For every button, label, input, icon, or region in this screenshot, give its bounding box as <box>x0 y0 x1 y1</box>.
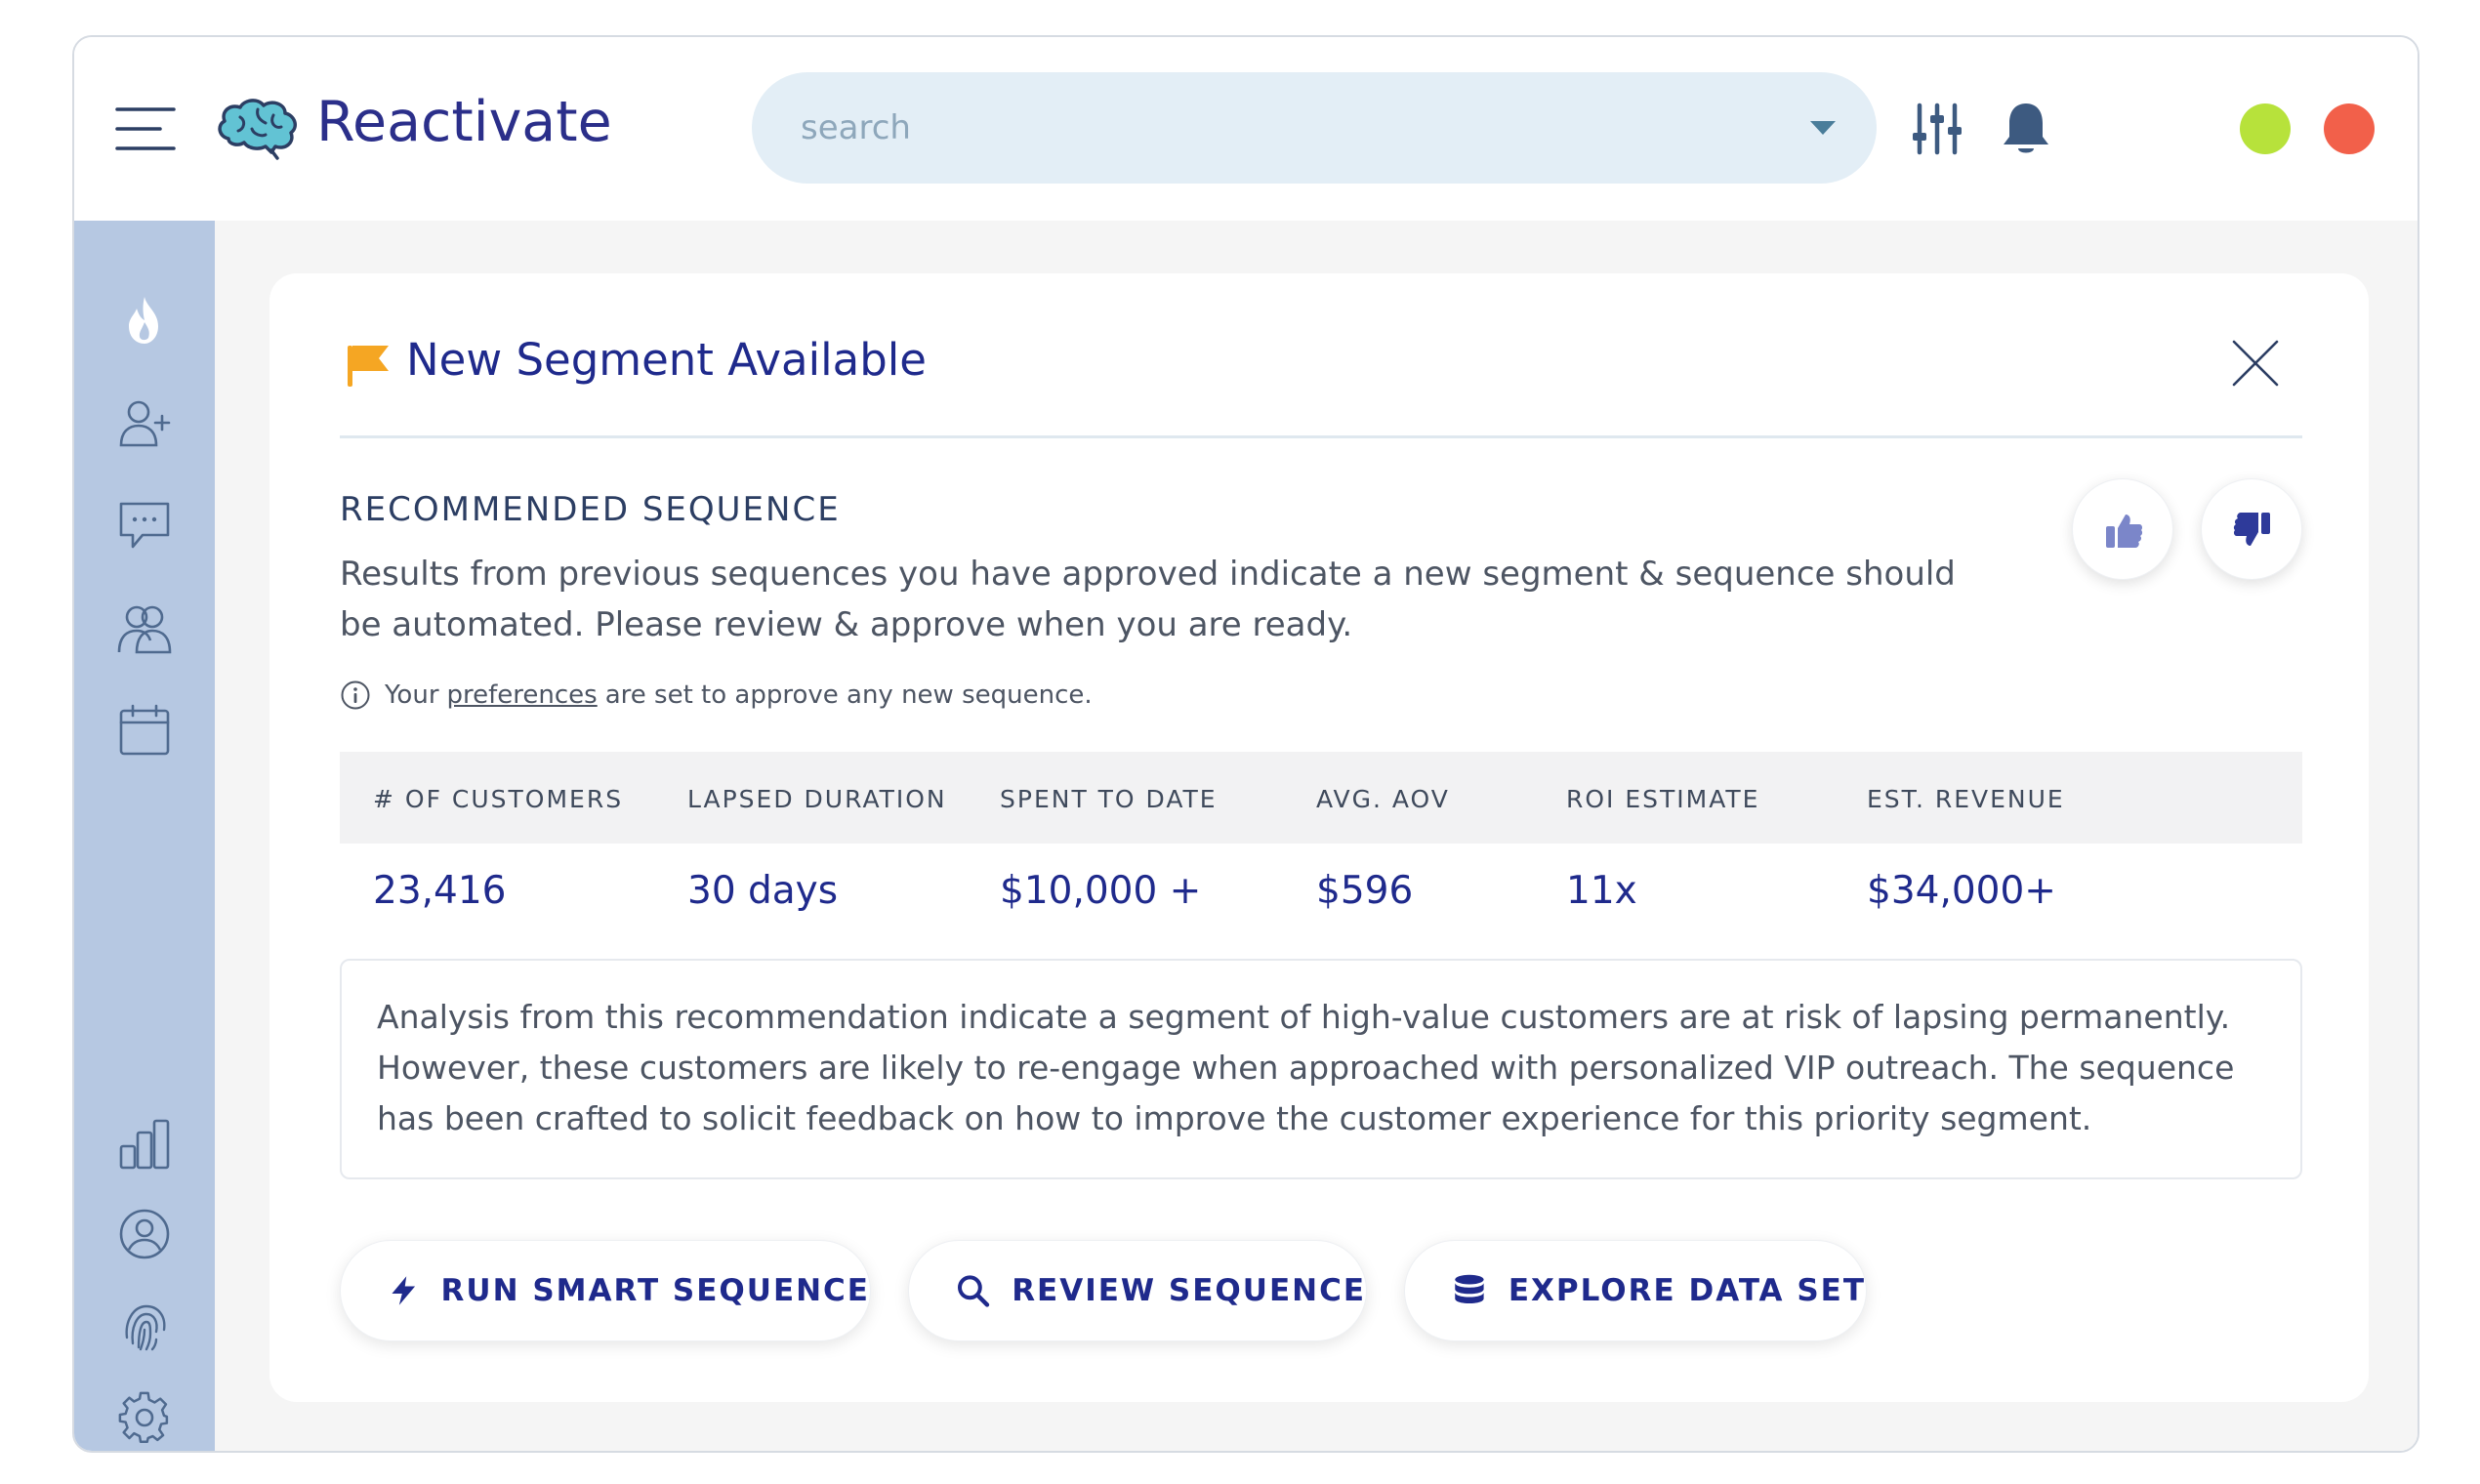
fingerprint-icon[interactable] <box>117 1298 172 1353</box>
calendar-icon[interactable] <box>117 703 172 758</box>
thumbs-up-button[interactable] <box>2072 478 2173 580</box>
chat-icon[interactable] <box>117 498 172 553</box>
thumbs-up-icon <box>2106 515 2143 548</box>
explore-data-set-label: EXPLORE DATA SET <box>1508 1273 1866 1308</box>
stat-label: SPENT TO DATE <box>1000 785 1218 813</box>
brand-name: Reactivate <box>316 90 612 154</box>
analysis-text: Analysis from this recommendation indica… <box>377 998 2235 1137</box>
analysis-box: Analysis from this recommendation indica… <box>340 959 2302 1179</box>
stat-label: # OF CUSTOMERS <box>373 785 624 813</box>
stat-label: EST. REVENUE <box>1867 785 2065 813</box>
run-smart-sequence-label: RUN SMART SEQUENCE <box>440 1273 870 1308</box>
preferences-link[interactable]: preferences <box>446 680 598 710</box>
title-divider <box>340 435 2302 438</box>
brain-icon <box>218 99 297 160</box>
thumbs-down-icon <box>2233 513 2270 546</box>
stats-header: # OF CUSTOMERS LAPSED DURATION SPENT TO … <box>340 752 2302 844</box>
review-sequence-label: REVIEW SEQUENCE <box>1012 1273 1366 1308</box>
stat-label: ROI ESTIMATE <box>1566 785 1760 813</box>
bar-chart-icon[interactable] <box>117 1117 172 1172</box>
users-icon[interactable] <box>117 601 172 656</box>
stat-label: LAPSED DURATION <box>687 785 947 813</box>
caret-down-icon[interactable] <box>1808 117 1838 139</box>
stat-label: AVG. AOV <box>1316 785 1450 813</box>
stat-value-spent: $10,000 + <box>1000 869 1202 913</box>
thumbs-down-button[interactable] <box>2201 478 2302 580</box>
stat-value-revenue: $34,000+ <box>1867 869 2056 913</box>
search-input[interactable] <box>801 72 1777 184</box>
card-title: New Segment Available <box>406 334 927 386</box>
preferences-suffix: are set to approve any new sequence. <box>604 680 1093 710</box>
top-bar: Reactivate <box>74 37 2418 221</box>
hamburger-icon[interactable] <box>115 103 176 154</box>
review-sequence-button[interactable]: REVIEW SEQUENCE <box>908 1240 1367 1341</box>
close-icon[interactable] <box>2230 338 2281 389</box>
preferences-note: Your preferences are set to approve any … <box>340 678 1093 713</box>
stat-value-roi: 11x <box>1566 869 1637 913</box>
info-icon <box>341 680 370 710</box>
run-smart-sequence-button[interactable]: RUN SMART SEQUENCE <box>340 1240 871 1341</box>
sidebar <box>74 221 215 1451</box>
flag-icon <box>348 346 389 387</box>
status-dot-green <box>2240 103 2291 154</box>
explore-data-set-button[interactable]: EXPLORE DATA SET <box>1404 1240 1867 1341</box>
stat-value-customers: 23,416 <box>373 869 507 913</box>
sliders-icon[interactable] <box>1910 102 1964 156</box>
profile-icon[interactable] <box>117 1207 172 1261</box>
main-content: New Segment Available RECOMMENDED SEQUEN… <box>215 221 2418 1451</box>
bell-icon[interactable] <box>2000 100 2052 158</box>
settings-icon[interactable] <box>117 1390 172 1445</box>
preferences-prefix: Your <box>385 680 439 710</box>
card-description: Results from previous sequences you have… <box>340 555 1956 644</box>
add-user-icon[interactable] <box>117 396 172 451</box>
search-bar[interactable] <box>752 72 1877 184</box>
stat-value-aov: $596 <box>1316 869 1414 913</box>
status-dot-red <box>2324 103 2375 154</box>
section-label: RECOMMENDED SEQUENCE <box>340 490 841 529</box>
flame-icon[interactable] <box>117 293 172 348</box>
stat-value-lapsed: 30 days <box>687 869 839 913</box>
search-icon <box>957 1275 990 1307</box>
app-window: Reactivate <box>72 35 2419 1453</box>
database-icon <box>1455 1274 1484 1304</box>
lightning-icon <box>392 1276 416 1305</box>
segment-card: New Segment Available RECOMMENDED SEQUEN… <box>269 273 2369 1402</box>
